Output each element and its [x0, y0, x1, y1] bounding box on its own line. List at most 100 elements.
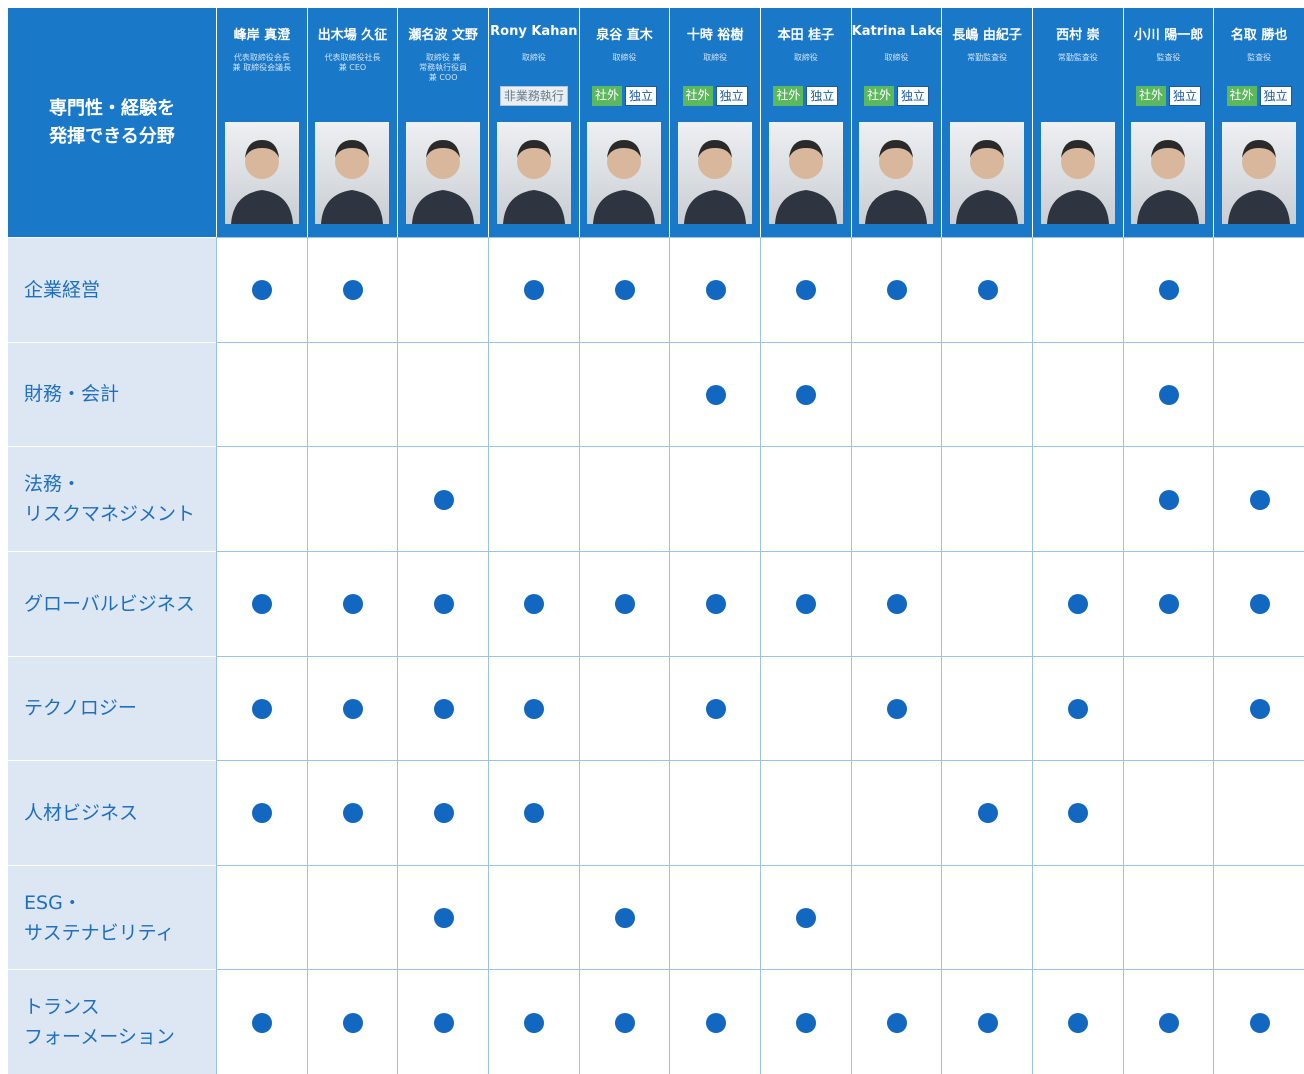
skill-dot — [706, 699, 726, 719]
matrix-cell — [579, 446, 670, 551]
row-label-line: トランス — [24, 992, 216, 1022]
matrix-cell — [851, 237, 942, 342]
matrix-cell — [941, 446, 1032, 551]
skill-dot — [343, 594, 363, 614]
skill-dot — [615, 908, 635, 928]
skill-dot — [1068, 594, 1088, 614]
member-role: 兼 CEO — [308, 63, 398, 73]
member-role: 代表取締役会長 — [217, 53, 307, 63]
matrix-cell — [1213, 446, 1304, 551]
skill-dot — [524, 1013, 544, 1033]
matrix-cell — [851, 551, 942, 656]
matrix-cell — [941, 865, 1032, 970]
skill-dot — [1159, 385, 1179, 405]
skill-dot — [978, 280, 998, 300]
badge-group: 社外独立 — [1214, 86, 1304, 106]
member-name: 長嶋 由紀子 — [942, 24, 1032, 43]
matrix-cell — [941, 760, 1032, 865]
matrix-cell — [488, 551, 579, 656]
photo — [587, 122, 661, 224]
skill-dot — [524, 699, 544, 719]
member-role: 常務執行役員 — [398, 63, 488, 73]
badge-group: 非業務執行 — [489, 86, 579, 106]
photo-silhouette — [225, 122, 299, 224]
matrix-cell — [760, 760, 851, 865]
photo — [769, 122, 843, 224]
matrix-cell — [307, 865, 398, 970]
matrix-cell — [1123, 969, 1214, 1074]
badge-group: 社外独立 — [1124, 86, 1214, 106]
matrix-cell — [941, 237, 1032, 342]
member-header: 西村 崇常勤監査役 — [1033, 8, 1123, 237]
skill-dot — [434, 490, 454, 510]
matrix-cell — [760, 342, 851, 447]
matrix-cell — [1123, 342, 1214, 447]
skill-dot — [434, 1013, 454, 1033]
matrix-cell — [851, 760, 942, 865]
skill-dot — [615, 280, 635, 300]
skill-dot — [706, 280, 726, 300]
matrix-cell — [760, 551, 851, 656]
photo-silhouette — [406, 122, 480, 224]
member-header: 名取 勝也監査役社外独立 — [1214, 8, 1304, 237]
photo — [678, 122, 752, 224]
matrix-cell — [1123, 551, 1214, 656]
badge: 独立 — [897, 86, 929, 106]
photo — [497, 122, 571, 224]
matrix-cell — [1032, 237, 1123, 342]
row-label-line: テクノロジー — [24, 693, 216, 723]
matrix-cell — [1213, 342, 1304, 447]
skill-dot — [252, 594, 272, 614]
matrix-cell — [307, 342, 398, 447]
member-name: Rony Kahan — [489, 24, 579, 39]
matrix-cell — [760, 446, 851, 551]
matrix-cell — [1123, 865, 1214, 970]
skill-dot — [1159, 1013, 1179, 1033]
matrix-cell — [851, 446, 942, 551]
skill-dot — [1068, 1013, 1088, 1033]
matrix-cell — [579, 237, 670, 342]
skill-dot — [1250, 594, 1270, 614]
member-name: 西村 崇 — [1033, 24, 1123, 43]
badge: 社外 — [1136, 86, 1166, 106]
skill-dot — [1068, 699, 1088, 719]
badge: 社外 — [683, 86, 713, 106]
matrix-cell — [579, 760, 670, 865]
corner-header: 専門性・経験を発揮できる分野 — [8, 8, 216, 237]
matrix-cell — [216, 551, 307, 656]
skill-dot — [1159, 490, 1179, 510]
member-header: 小川 陽一郎監査役社外独立 — [1124, 8, 1214, 237]
photo — [225, 122, 299, 224]
badge: 社外 — [864, 86, 894, 106]
matrix-cell — [488, 446, 579, 551]
matrix-cell — [397, 446, 488, 551]
matrix-cell — [1213, 865, 1304, 970]
matrix-cell — [216, 656, 307, 761]
skills-matrix: 専門性・経験を発揮できる分野峰岸 真澄代表取締役会長兼 取締役会議長出木場 久征… — [0, 0, 1304, 1074]
member-role: 取締役 — [852, 53, 942, 63]
member-role: 代表取締役社長 — [308, 53, 398, 63]
row-label-line: リスクマネジメント — [24, 499, 216, 529]
matrix-cell — [1213, 237, 1304, 342]
matrix-cell — [579, 342, 670, 447]
matrix-cell — [1123, 656, 1214, 761]
matrix-cell — [669, 342, 760, 447]
skill-dot — [343, 803, 363, 823]
matrix-cell — [488, 760, 579, 865]
photo-silhouette — [1222, 122, 1296, 224]
member-name: 泉谷 直木 — [580, 24, 670, 43]
member-name: 小川 陽一郎 — [1124, 24, 1214, 43]
member-header: 瀬名波 文野取締役 兼常務執行役員兼 COO — [398, 8, 488, 237]
matrix-cell — [397, 237, 488, 342]
member-name: 十時 裕樹 — [670, 24, 760, 43]
matrix-cell — [851, 342, 942, 447]
badge: 社外 — [592, 86, 622, 106]
matrix-cell — [1213, 656, 1304, 761]
matrix-cell — [669, 760, 760, 865]
member-header: 本田 桂子取締役社外独立 — [761, 8, 851, 237]
matrix-cell — [397, 865, 488, 970]
member-role: 取締役 — [761, 53, 851, 63]
matrix-cell — [216, 865, 307, 970]
matrix-cell — [307, 969, 398, 1074]
skill-dot — [706, 594, 726, 614]
